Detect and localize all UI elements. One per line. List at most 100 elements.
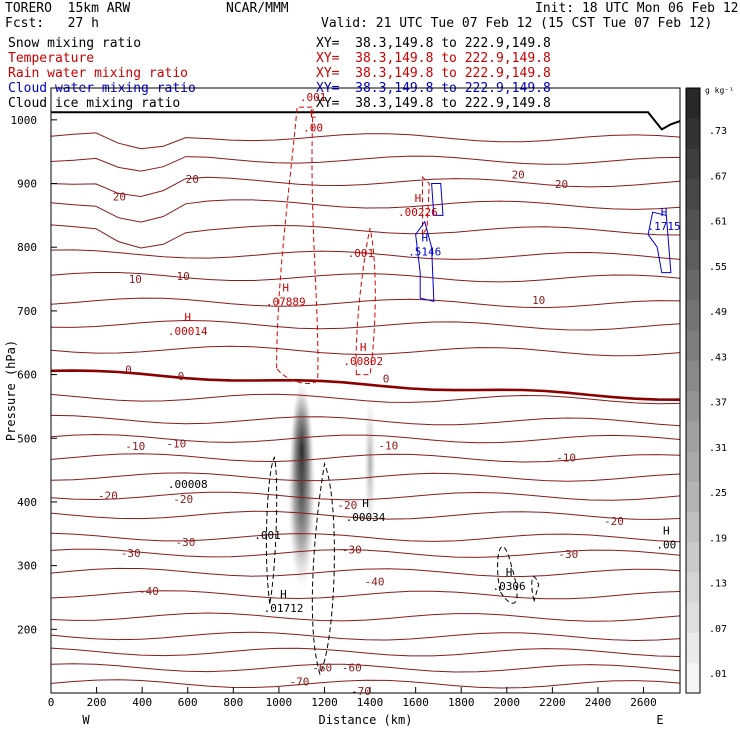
colorbar-cell xyxy=(686,269,700,301)
isotherm-label: 10 xyxy=(177,270,190,283)
isotherm-label: 20 xyxy=(555,178,568,191)
cloud-water-contour-lower xyxy=(431,183,444,216)
isotherm-line xyxy=(50,199,681,223)
x-tick-label: 1400 xyxy=(357,696,384,709)
extremum-value: .0306 xyxy=(493,580,526,593)
isotherm-line xyxy=(50,532,681,543)
temperature-contours xyxy=(50,111,681,689)
colorbar-frame xyxy=(685,87,701,694)
y-tick-label: 200 xyxy=(17,623,37,636)
colorbar-cell xyxy=(686,541,700,573)
isotherm-label: 20 xyxy=(113,190,126,203)
extremum-marker: H xyxy=(663,525,670,538)
field-cloudice-xy: XY= 38.3,149.8 to 222.9,149.8 xyxy=(316,96,551,111)
isotherm-label: -10 xyxy=(125,440,145,453)
rain-contour-east xyxy=(421,176,430,237)
snow-contour-east-small xyxy=(531,576,540,603)
extremum-value: .00226 xyxy=(398,206,438,219)
cloud-ice-contour xyxy=(265,455,278,604)
isotherm-label: -30 xyxy=(176,536,196,549)
colorbar-cell xyxy=(686,360,700,391)
extremum-value: .00014 xyxy=(168,325,208,338)
isotherm-label: 10 xyxy=(129,273,142,286)
field-temp-xy: XY= 38.3,149.8 to 222.9,149.8 xyxy=(316,51,551,66)
isotherm-line xyxy=(50,433,681,444)
colorbar-cell xyxy=(686,572,700,603)
extremum-marker: H xyxy=(282,281,289,294)
extremum-marker: H xyxy=(415,192,422,205)
colorbar-cell xyxy=(686,118,700,149)
x-tick-label: 800 xyxy=(223,696,243,709)
colorbar-tick-label: .67 xyxy=(709,171,727,182)
extremum-marker: H xyxy=(360,341,367,354)
colorbar-cell xyxy=(686,451,700,482)
snow-contour-upper xyxy=(311,461,335,676)
isotherm-label: 0 xyxy=(178,370,185,383)
colorbar-cell xyxy=(686,662,700,694)
y-tick-label: 500 xyxy=(17,432,37,445)
isotherm-label: -20 xyxy=(604,515,624,528)
y-axis-label: Pressure (hPa) xyxy=(4,340,18,441)
isotherm-label: 10 xyxy=(532,294,545,307)
colorbar-cell xyxy=(686,632,700,664)
isotherm-label: -60 xyxy=(312,662,332,675)
colorbar-tick-label: .19 xyxy=(709,533,727,544)
isotherm-label: -70 xyxy=(351,685,371,698)
colorbar-tick-label: .01 xyxy=(709,669,727,680)
isotherm-line xyxy=(50,491,681,501)
isotherm-label: -20 xyxy=(337,499,357,512)
field-snow-xy: XY= 38.3,149.8 to 222.9,149.8 xyxy=(316,36,551,51)
isotherm-label: -10 xyxy=(166,437,186,450)
isotherm-line xyxy=(50,472,681,482)
isotherm-line xyxy=(50,393,681,405)
colorbar-unit: g kg⁻¹ xyxy=(705,86,734,95)
rain-contour-secondary xyxy=(355,227,376,376)
colorbar-cell xyxy=(686,88,700,119)
east-label: E xyxy=(656,713,663,727)
extremum-marker: H xyxy=(506,566,513,579)
extremum-value: .1715 xyxy=(647,220,680,233)
colorbar-tick-label: .61 xyxy=(709,217,727,228)
y-tick-label: 300 xyxy=(17,560,37,573)
colorbar-cell xyxy=(686,420,700,452)
extremum-value: .00802 xyxy=(343,355,383,368)
isotherm-label: -70 xyxy=(289,676,309,689)
extremum-value: .00 xyxy=(303,121,323,134)
x-axis-label: Distance (km) xyxy=(319,713,413,727)
extremum-marker: H xyxy=(661,206,668,219)
isotherm-label: -20 xyxy=(98,490,118,503)
isotherm-line xyxy=(50,548,681,558)
y-tick-label: 800 xyxy=(17,241,37,254)
isotherm-line xyxy=(50,132,681,150)
isotherm-line xyxy=(50,319,681,331)
isotherm-label: -30 xyxy=(342,544,362,557)
y-tick-label: 400 xyxy=(17,496,37,509)
colorbar-tick-label: .49 xyxy=(709,307,727,318)
isotherm-line xyxy=(50,631,681,642)
colorbar-cell xyxy=(686,481,700,512)
colorbar-tick-label: .55 xyxy=(709,262,727,273)
extremum-value: .00008 xyxy=(168,478,208,491)
colorbar-cell xyxy=(686,209,700,240)
colorbar-cell xyxy=(686,602,700,633)
colorbar-tick-label: .31 xyxy=(709,443,727,454)
extremum-marker: H xyxy=(280,588,287,601)
extremum-value: .001 xyxy=(300,91,327,104)
extremum-marker: H xyxy=(184,311,191,324)
extremum-value: .00 xyxy=(656,539,676,552)
cloud-water-contour xyxy=(415,220,435,302)
isotherm-line xyxy=(50,224,681,249)
colorbar: g kg⁻¹ .73 .67 .61 .55 .49 .43 .37 .31 .25 .19 .13.… xyxy=(685,86,734,694)
colorbar-tick-label: .37 xyxy=(709,398,727,409)
isotherm-line xyxy=(50,345,681,357)
x-tick-label: 1600 xyxy=(402,696,429,709)
field-snow-name: Snow mixing ratio xyxy=(8,36,142,51)
colorbar-cell xyxy=(686,330,700,361)
extremum-value: .5146 xyxy=(408,246,441,259)
header-fcst: Fcst: 27 h xyxy=(5,16,99,31)
extremum-marker: H xyxy=(362,497,369,510)
cloud-water-contour-east xyxy=(647,211,672,274)
isotherm-label: 0 xyxy=(125,363,132,376)
isotherm-label: 0 xyxy=(383,372,390,385)
